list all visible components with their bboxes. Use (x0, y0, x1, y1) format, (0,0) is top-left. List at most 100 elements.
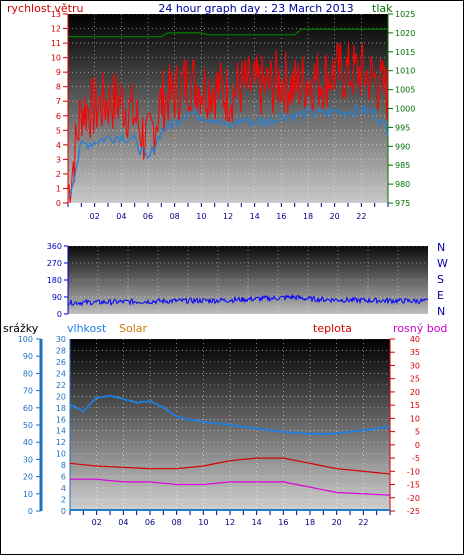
series-wind-line (67, 102, 389, 199)
legend-humidity: vlhkost (67, 322, 107, 335)
chart3-tick-label-rain: 80 (23, 369, 33, 378)
chart3-tick-label-temp: 25 (410, 375, 420, 384)
chart3-tick-label-temp: 35 (410, 348, 420, 357)
series-pressure-line (68, 28, 388, 38)
chart3-tick-label-temp: 0 (415, 441, 420, 450)
chart3-tick-label-temp: -10 (407, 467, 420, 476)
chart3-tick-label-x: 02 (92, 518, 102, 527)
chart2-compass-label: W (437, 257, 448, 270)
chart1-ylabel-right: tlak (372, 2, 393, 15)
chart1-tick-label-right: 985 (395, 161, 410, 170)
chart1-tick-label-x: 06 (143, 212, 153, 221)
chart1-tick-label-left: 1 (56, 184, 61, 193)
chart3-tick-label-rain: 30 (23, 455, 33, 464)
chart3-tick-label-humidity: 12 (56, 438, 66, 447)
chart2-compass-label: S (437, 273, 444, 286)
chart1-tick-label-right: 1020 (395, 29, 415, 38)
chart3-tick-label-rain: 40 (23, 438, 33, 447)
chart3-tick-label-x: 04 (118, 518, 128, 527)
chart3-tick-label-x: 18 (305, 518, 315, 527)
chart3-tick-label-temp: 10 (410, 414, 420, 423)
chart3-tick-label-temp: -20 (407, 494, 420, 503)
chart1-tick-label-left: 13 (51, 10, 61, 19)
chart3-tick-label-temp: 5 (415, 428, 420, 437)
chart1-tick-label-left: 5 (56, 126, 61, 135)
chart1-tick-label-x: 20 (330, 212, 340, 221)
chart3-tick-label-temp: 20 (410, 388, 420, 397)
chart3-tick-label-x: 10 (198, 518, 208, 527)
chart3-tick-label-rain: 50 (23, 421, 33, 430)
chart1-tick-label-right: 995 (395, 123, 410, 132)
chart1-tick-label-x: 18 (303, 212, 313, 221)
chart1-tick-label-x: 16 (276, 212, 286, 221)
chart1-tick-label-left: 4 (56, 141, 61, 150)
chart3-tick-label-x: 22 (358, 518, 368, 527)
chart2-compass-label: N (437, 305, 445, 318)
chart3-tick-label-humidity: 10 (56, 450, 66, 459)
chart3-tick-label-x: 06 (145, 518, 155, 527)
chart2-compass-label: E (437, 289, 444, 302)
chart3-tick-label-humidity: 20 (56, 392, 66, 401)
chart3-tick-label-rain: 90 (23, 352, 33, 361)
chart1-tick-label-left: 0 (56, 199, 61, 208)
series-dewpoint-line (70, 478, 391, 496)
chart3-tick-label-rain: 20 (23, 473, 33, 482)
chart3-tick-label-humidity: 8 (61, 461, 66, 470)
chart1-tick-label-x: 08 (170, 212, 180, 221)
legend-dewpoint: rosný bod (393, 322, 447, 335)
chart1-tick-label-left: 2 (56, 170, 61, 179)
chart1-tick-label-x: 12 (223, 212, 233, 221)
chart1-tick-label-right: 1000 (395, 105, 415, 114)
chart1-tick-label-x: 22 (356, 212, 366, 221)
chart3-tick-label-temp: -5 (412, 454, 420, 463)
chart3-tick-label-humidity: 18 (56, 404, 66, 413)
chart3-tick-label-rain: 0 (28, 507, 33, 516)
chart1-tick-label-left: 3 (56, 155, 61, 164)
chart2-tick-label: 0 (57, 310, 62, 319)
chart1-tick-label-left: 11 (51, 39, 61, 48)
chart3-tick-label-x: 12 (225, 518, 235, 527)
chart3-tick-label-temp: -15 (407, 481, 420, 490)
chart3-tick-label-rain: 10 (23, 490, 33, 499)
chart3-tick-label-temp: -25 (407, 507, 420, 516)
chart1-tick-label-x: 14 (250, 212, 260, 221)
chart3-tick-label-humidity: 22 (56, 381, 66, 390)
chart1-tick-label-right: 1025 (395, 10, 415, 19)
legend-temperature: teplota (313, 322, 352, 335)
chart3-tick-label-humidity: 24 (56, 369, 66, 378)
chart3-tick-label-x: 16 (278, 518, 288, 527)
chart3-tick-label-humidity: 16 (56, 415, 66, 424)
chart3-tick-label-x: 14 (252, 518, 262, 527)
chart3-tick-label-humidity: 30 (56, 335, 66, 344)
chart3-tick-label-rain: 100 (18, 335, 33, 344)
chart1-tick-label-left: 8 (56, 83, 61, 92)
chart2-tick-label: 90 (52, 293, 62, 302)
chart3-tick-label-humidity: 4 (61, 484, 66, 493)
chart1-tick-label-x: 10 (196, 212, 206, 221)
series-gust-line (67, 41, 389, 204)
chart1-tick-label-right: 975 (395, 199, 410, 208)
legend-solar: Solar (119, 322, 148, 335)
chart3-tick-label-temp: 15 (410, 401, 420, 410)
chart1-tick-label-right: 1010 (395, 67, 415, 76)
chart2-tick-label: 180 (47, 276, 62, 285)
chart1-tick-label-right: 980 (395, 180, 410, 189)
chart3-tick-label-humidity: 28 (56, 346, 66, 355)
chart3-tick-label-humidity: 6 (61, 473, 66, 482)
chart3-tick-label-humidity: 2 (61, 496, 66, 505)
chart3-tick-label-humidity: 14 (56, 427, 66, 436)
chart1-tick-label-right: 1015 (395, 48, 415, 57)
chart3-tick-label-rain: 60 (23, 404, 33, 413)
chart1-tick-label-x: 02 (90, 212, 100, 221)
chart2-tick-label: 360 (47, 242, 62, 251)
series-direction-line (67, 293, 429, 307)
chart3-tick-label-rain: 70 (23, 387, 33, 396)
chart3-tick-label-humidity: 0 (61, 507, 66, 516)
chart1-ylabel-left: rychlost větru (7, 2, 83, 15)
chart1-tick-label-left: 12 (51, 25, 61, 34)
legend-rain: srážky (3, 322, 39, 335)
chart1-tick-label-left: 10 (51, 54, 61, 63)
series-temperature-line (69, 457, 391, 475)
series-humidity-line (69, 394, 391, 436)
